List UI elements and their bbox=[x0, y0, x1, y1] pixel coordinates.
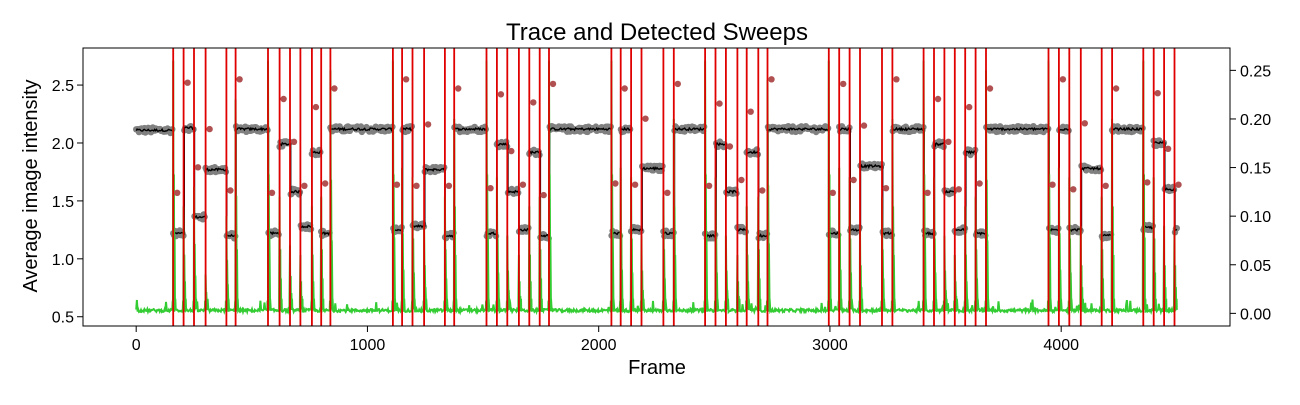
sweep-marker bbox=[934, 95, 942, 103]
chart-title: Trace and Detected Sweeps bbox=[506, 19, 808, 46]
sweep-marker bbox=[1154, 90, 1161, 97]
sweep-marker bbox=[322, 180, 329, 187]
sweep-marker bbox=[455, 85, 462, 92]
sweep-marker bbox=[227, 187, 234, 194]
sweep-marker bbox=[612, 180, 619, 187]
y2-tick-label: 0.15 bbox=[1240, 161, 1271, 178]
sweep-marker bbox=[829, 189, 836, 196]
sweep-marker bbox=[738, 176, 745, 184]
x-tick-label: 2000 bbox=[581, 337, 617, 354]
sweep-marker bbox=[268, 189, 276, 196]
sweep-marker bbox=[402, 76, 410, 83]
sweep-marker bbox=[413, 182, 420, 189]
sweep-marker bbox=[1102, 182, 1109, 189]
sweep-marker bbox=[1081, 120, 1089, 127]
axes-frame bbox=[82, 47, 1231, 327]
sweep-marker bbox=[445, 182, 453, 189]
y2-tick-label: 0.00 bbox=[1240, 306, 1271, 323]
sweep-marker bbox=[955, 186, 962, 193]
sweep-marker bbox=[236, 76, 243, 83]
sweep-marker bbox=[519, 181, 527, 188]
sweep-marker bbox=[850, 176, 857, 184]
y2-tick-label: 0.10 bbox=[1240, 209, 1271, 226]
sweep-marker bbox=[621, 85, 628, 92]
sweep-marker bbox=[1164, 145, 1172, 152]
sweep-marker bbox=[860, 122, 868, 129]
y2-tick-label: 0.20 bbox=[1240, 112, 1271, 129]
y-tick-label: 1.0 bbox=[52, 252, 74, 269]
sweep-marker bbox=[301, 182, 308, 189]
sweep-marker bbox=[1049, 181, 1056, 188]
sweep-marker bbox=[976, 180, 983, 187]
sweep-marker bbox=[716, 100, 723, 107]
sweep-marker bbox=[924, 189, 931, 196]
sweep-marker bbox=[194, 164, 202, 171]
sweep-markers bbox=[174, 76, 1182, 199]
sweep-marker bbox=[331, 85, 338, 92]
derivative-series bbox=[135, 60, 1178, 316]
sweep-marker bbox=[540, 191, 547, 199]
sweep-marker bbox=[882, 185, 890, 192]
plot-frame bbox=[82, 47, 1231, 327]
sweep-marker bbox=[768, 76, 775, 83]
y2-tick-label: 0.05 bbox=[1240, 258, 1271, 275]
axis-ticks: 0 1000 2000 3000 4000 0.5 1.0 1.5 2.0 2.5 0.00 0.05… bbox=[52, 63, 1271, 354]
sweep-marker bbox=[747, 108, 754, 115]
x-tick-label: 3000 bbox=[812, 337, 848, 354]
sweep-marker bbox=[1112, 85, 1120, 92]
y-axis-label: Average image intensity bbox=[20, 79, 42, 292]
sweep-marker bbox=[206, 125, 213, 133]
sweep-marker bbox=[840, 80, 847, 88]
sweep-marker bbox=[705, 182, 713, 189]
smoothed-trace-series bbox=[135, 125, 1178, 239]
sweep-marker bbox=[726, 143, 734, 150]
sweep-marker bbox=[966, 103, 973, 111]
sweep-marker bbox=[759, 187, 766, 194]
sweep-marker bbox=[508, 147, 515, 155]
smoothed-trace-line bbox=[135, 125, 1178, 239]
x-axis-label: Frame bbox=[628, 357, 686, 379]
sweep-marker bbox=[986, 85, 994, 92]
sweep-marker bbox=[487, 185, 494, 192]
sweep-marker bbox=[184, 79, 191, 86]
sweep-marker bbox=[549, 80, 557, 88]
sweep-marker bbox=[280, 95, 287, 103]
y2-tick-label: 0.25 bbox=[1240, 63, 1271, 80]
sweep-marker bbox=[642, 115, 649, 122]
sweep-marker bbox=[530, 99, 537, 106]
sweep-marker bbox=[674, 80, 681, 88]
sweep-marker bbox=[945, 138, 952, 145]
sweep-lines bbox=[172, 48, 1176, 326]
y-tick-label: 2.5 bbox=[52, 78, 74, 95]
sweep-marker bbox=[664, 189, 671, 196]
x-tick-label: 1000 bbox=[350, 337, 386, 354]
sweep-marker bbox=[174, 189, 181, 196]
sweep-marker bbox=[1144, 179, 1151, 186]
x-tick-label: 4000 bbox=[1043, 337, 1079, 354]
y-tick-label: 1.5 bbox=[52, 194, 74, 211]
sweep-marker bbox=[290, 138, 298, 145]
sweep-marker bbox=[393, 181, 401, 188]
sweep-marker bbox=[1175, 181, 1182, 188]
sweep-marker bbox=[424, 121, 432, 128]
sweep-marker bbox=[893, 76, 900, 83]
x-tick-label: 0 bbox=[132, 337, 141, 354]
y-tick-label: 2.0 bbox=[52, 136, 74, 153]
sweep-marker bbox=[312, 103, 320, 111]
sweep-marker bbox=[497, 91, 505, 98]
sweep-marker bbox=[1070, 186, 1077, 193]
y-tick-label: 0.5 bbox=[52, 310, 74, 327]
sweep-marker bbox=[1059, 76, 1067, 83]
derivative-line bbox=[135, 60, 1178, 316]
sweep-marker bbox=[631, 181, 639, 188]
